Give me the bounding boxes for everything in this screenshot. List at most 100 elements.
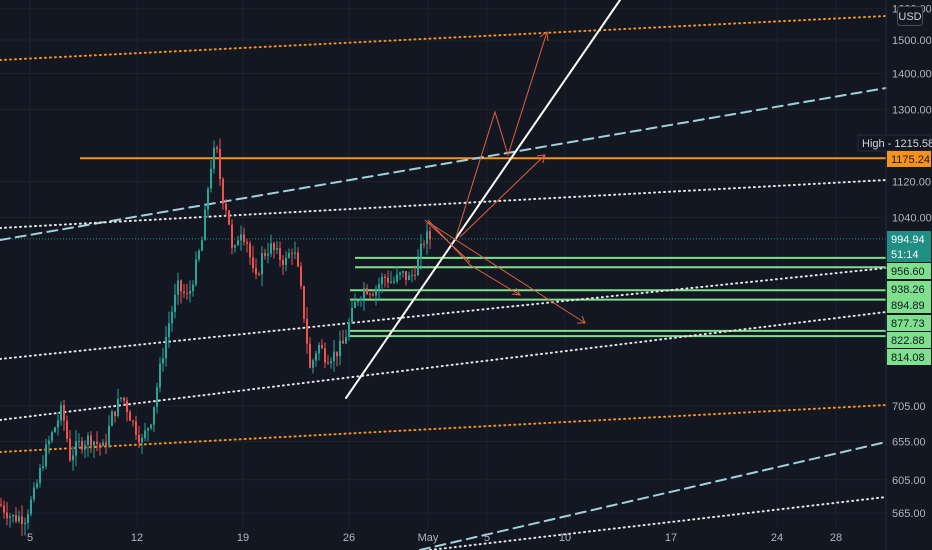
candle-up (51, 432, 53, 441)
price-tag-box (887, 263, 931, 279)
candle-down (423, 243, 425, 245)
candle-up (141, 437, 143, 443)
x-tick-label: 12 (131, 532, 143, 544)
candle-up (201, 240, 203, 251)
candle-up (39, 467, 41, 484)
price-tag-text: 877.73 (891, 318, 925, 330)
candle-down (222, 179, 224, 204)
candle-down (6, 512, 8, 519)
candle-down (105, 442, 107, 446)
x-axis: 5 12 19 26 May 5 10 17 24 28 (27, 532, 842, 544)
candle-down (366, 288, 368, 295)
candle-up (60, 405, 62, 421)
candle-down (372, 294, 374, 296)
candle-down (123, 397, 125, 401)
candle-up (393, 281, 395, 283)
price-tag-text: 1175.24 (891, 154, 930, 166)
candle-down (429, 231, 431, 240)
candle-down (255, 267, 257, 275)
candle-down (369, 294, 371, 296)
candle-down (132, 420, 134, 422)
y-tick-label: 705.00 (892, 401, 926, 413)
candle-up (318, 345, 320, 354)
x-tick-label: 17 (665, 532, 677, 544)
channel-floor-dotted (0, 404, 887, 453)
candle-up (144, 430, 146, 438)
bullish-projection-path-2 (459, 154, 546, 238)
candle-down (246, 241, 248, 244)
candle-up (333, 351, 335, 362)
candle-down (183, 291, 185, 294)
candle-up (57, 420, 59, 428)
candle-up (396, 274, 398, 282)
candle-up (9, 516, 11, 519)
candle-down (228, 210, 230, 225)
price-tag-box (887, 332, 931, 348)
candle-down (324, 348, 326, 363)
candle-up (30, 499, 32, 515)
candle-up (204, 209, 206, 241)
currency-button[interactable]: USD (897, 6, 923, 26)
candle-up (93, 441, 95, 446)
candle-up (417, 258, 419, 276)
candle-up (42, 466, 44, 468)
projection-arrowhead (536, 154, 546, 164)
candle-up (276, 248, 278, 250)
price-tags: High - 1215.58 1175.24 994.94 51:14 956.60 93… (857, 134, 932, 365)
candle-up (339, 340, 341, 357)
candle-up (78, 440, 80, 442)
channel-bottom-dotted (0, 311, 887, 421)
candle-down (321, 345, 323, 349)
bearish-projection-path-2 (427, 221, 586, 324)
candle-down (327, 362, 329, 364)
candle-up (285, 257, 287, 265)
candle-up (267, 253, 269, 256)
candle-up (420, 243, 422, 259)
candle-up (234, 245, 236, 248)
candle-down (264, 252, 266, 256)
candle-up (195, 259, 197, 285)
candle-up (75, 441, 77, 456)
candle-up (213, 147, 215, 169)
candle-down (96, 441, 98, 444)
candle-down (69, 438, 71, 461)
candle-down (258, 274, 260, 276)
x-tick-label: 19 (237, 532, 249, 544)
candle-up (174, 294, 176, 312)
candle-down (243, 234, 245, 242)
candle-up (354, 302, 356, 308)
candle-up (357, 300, 359, 303)
candle-up (408, 275, 410, 280)
projection-arrowhead (577, 315, 586, 324)
candle-up (168, 323, 170, 338)
candle-down (3, 505, 5, 513)
bearish-projection-path-3 (424, 219, 471, 263)
candle-up (189, 290, 191, 294)
candle-up (27, 514, 29, 523)
candle-down (0, 504, 2, 506)
candle-up (261, 252, 263, 275)
candle-up (177, 280, 179, 295)
candle-up (24, 522, 26, 524)
candle-down (15, 515, 17, 522)
candle-down (63, 405, 65, 421)
candle-up (363, 288, 365, 300)
channel-mid-dotted (0, 179, 887, 229)
candle-up (162, 358, 164, 364)
candle-up (375, 288, 377, 296)
price-tag-box (887, 315, 931, 331)
candle-up (294, 252, 296, 254)
candle-down (405, 271, 407, 280)
candle-up (240, 234, 242, 241)
price-tag-box (887, 281, 931, 297)
candle-up (159, 363, 161, 388)
candle-up (165, 337, 167, 359)
chart-grid (0, 0, 886, 528)
candle-up (147, 428, 149, 431)
candle-down (252, 257, 254, 268)
candle-up (207, 188, 209, 210)
price-tag-text: 994.94 (891, 234, 925, 246)
candle-down (186, 293, 188, 295)
candle-up (312, 360, 314, 368)
